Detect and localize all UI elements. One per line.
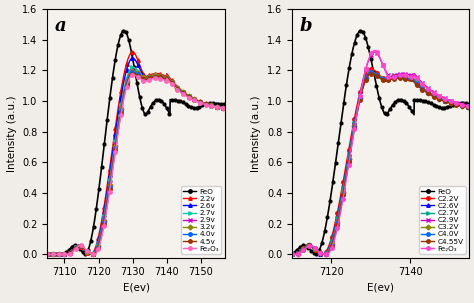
Y-axis label: Intensity (a.u.): Intensity (a.u.) <box>7 95 17 171</box>
X-axis label: E(ev): E(ev) <box>367 283 394 293</box>
Legend: FeO, 2.2v, 2.6v, 2.7v, 2.9v, 3.2v, 4.0v, 4.5v, Fe₂O₃: FeO, 2.2v, 2.6v, 2.7v, 2.9v, 3.2v, 4.0v,… <box>181 186 221 254</box>
Y-axis label: Intensity (a.u.): Intensity (a.u.) <box>251 95 261 171</box>
X-axis label: E(ev): E(ev) <box>122 283 149 293</box>
Legend: FeO, C2.2V, C2.6V, C2.7V, C2.9V, C3.2V, C4.0V, C4.55V, Fe₂O₃: FeO, C2.2V, C2.6V, C2.7V, C2.9V, C3.2V, … <box>419 186 465 254</box>
Text: b: b <box>299 17 312 35</box>
Text: a: a <box>55 17 66 35</box>
